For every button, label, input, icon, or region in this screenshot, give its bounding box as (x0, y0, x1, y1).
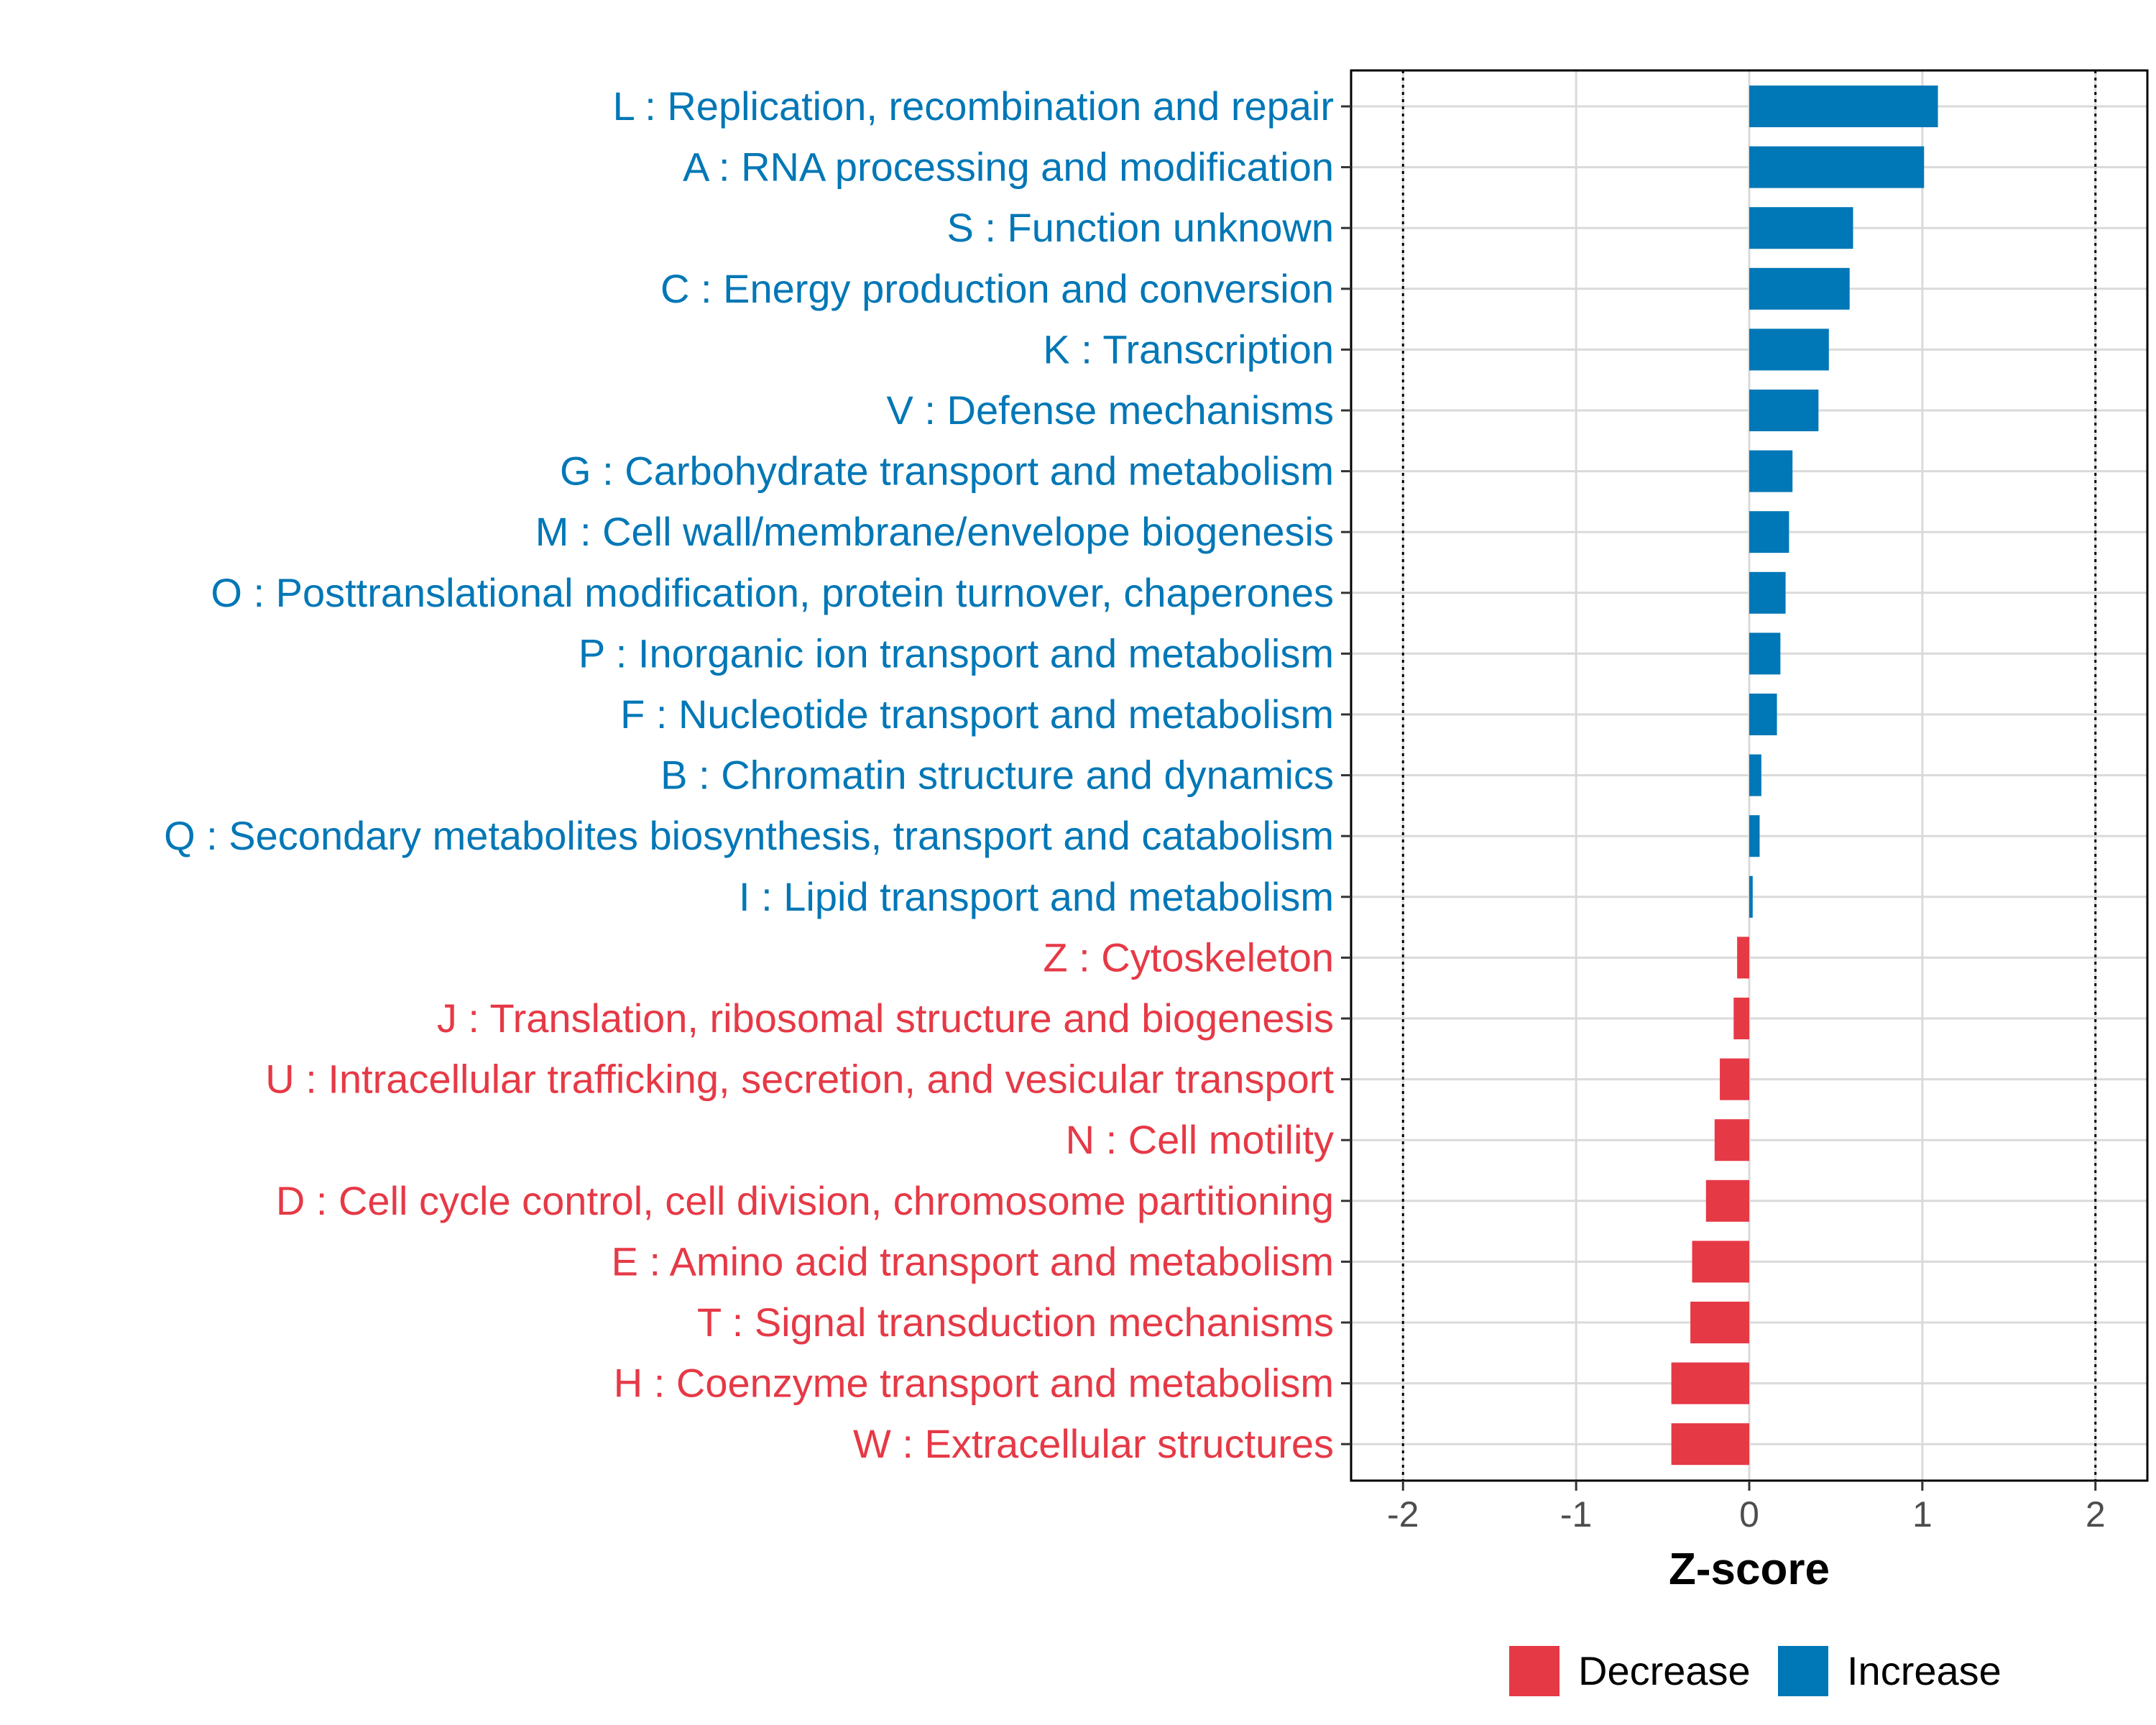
category-label: O : Posttranslational modification, prot… (211, 570, 1334, 615)
legend-swatch-increase (1778, 1646, 1828, 1696)
bar (1749, 632, 1781, 675)
category-label: C : Energy production and conversion (660, 266, 1334, 311)
x-tick-label: -2 (1387, 1494, 1419, 1535)
category-label: B : Chromatin structure and dynamics (660, 753, 1334, 798)
category-label: M : Cell wall/membrane/envelope biogenes… (535, 509, 1334, 554)
bar (1749, 450, 1793, 492)
legend-label-decrease: Decrease (1578, 1648, 1751, 1693)
legend-swatch-decrease (1509, 1646, 1560, 1696)
category-label: K : Transcription (1043, 326, 1334, 372)
bar (1749, 875, 1753, 918)
category-label: V : Defense mechanisms (887, 387, 1334, 433)
reference-lines (1401, 70, 2097, 1481)
bar (1692, 1241, 1749, 1283)
bar (1737, 937, 1749, 979)
category-label: T : Signal transduction mechanisms (697, 1300, 1334, 1345)
bar (1749, 754, 1761, 796)
bar (1720, 1058, 1749, 1100)
bar (1749, 511, 1789, 553)
category-label: E : Amino acid transport and metabolism (612, 1238, 1334, 1284)
bar (1749, 694, 1777, 735)
bar (1671, 1362, 1749, 1404)
bar (1705, 1179, 1749, 1222)
category-label: F : Nucleotide transport and metabolism (620, 691, 1334, 737)
category-label: U : Intracellular trafficking, secretion… (265, 1057, 1334, 1102)
category-label: L : Replication, recombination and repai… (613, 83, 1334, 129)
category-labels: L : Replication, recombination and repai… (164, 83, 1334, 1466)
category-label: W : Extracellular structures (853, 1421, 1334, 1466)
bar (1749, 390, 1819, 431)
bar (1733, 998, 1749, 1039)
category-label: I : Lipid transport and metabolism (739, 874, 1334, 919)
category-label: S : Function unknown (946, 205, 1334, 250)
x-tick-label: 1 (1912, 1494, 1932, 1535)
x-axis-title: Z-score (1669, 1545, 1830, 1594)
category-label: G : Carbohydrate transport and metabolis… (560, 448, 1334, 494)
y-axis-ticks (1341, 105, 1351, 1445)
bar (1749, 328, 1829, 371)
category-label: P : Inorganic ion transport and metaboli… (579, 630, 1334, 676)
category-label: H : Coenzyme transport and metabolism (614, 1361, 1334, 1406)
bar (1749, 815, 1760, 857)
x-tick-label: -1 (1560, 1494, 1592, 1535)
category-label: N : Cell motility (1066, 1117, 1334, 1162)
bars (1671, 86, 1938, 1466)
legend-label-increase: Increase (1847, 1648, 2001, 1693)
x-axis-ticks: -2 -1 0 1 2 (1387, 1481, 2106, 1535)
category-label: Z : Cytoskeleton (1043, 934, 1334, 980)
bar (1671, 1423, 1749, 1466)
bar (1749, 267, 1850, 310)
bar (1749, 571, 1786, 614)
category-label: Q : Secondary metabolites biosynthesis, … (164, 813, 1334, 858)
category-label: J : Translation, ribosomal structure and… (437, 995, 1334, 1041)
category-label: D : Cell cycle control, cell division, c… (276, 1178, 1334, 1223)
category-label: A : RNA processing and modification (683, 144, 1334, 190)
bar (1690, 1302, 1749, 1343)
legend: Decrease Increase (1509, 1646, 2001, 1696)
x-tick-label: 0 (1739, 1494, 1759, 1535)
bar (1749, 207, 1853, 249)
x-tick-label: 2 (2086, 1494, 2106, 1535)
bar (1749, 86, 1938, 127)
bar (1714, 1119, 1749, 1162)
bar (1749, 146, 1925, 188)
